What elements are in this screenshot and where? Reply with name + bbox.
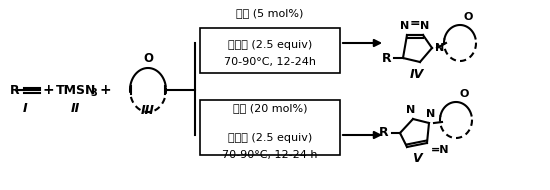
Text: V: V bbox=[412, 153, 422, 165]
Text: 3: 3 bbox=[90, 89, 97, 98]
Text: +: + bbox=[42, 83, 54, 97]
Text: 氧化剂 (2.5 equiv): 氧化剂 (2.5 equiv) bbox=[228, 40, 312, 50]
Text: R: R bbox=[10, 83, 20, 97]
Text: O: O bbox=[143, 52, 153, 65]
Text: N: N bbox=[435, 43, 444, 53]
Text: III: III bbox=[141, 104, 155, 116]
Text: =N: =N bbox=[431, 145, 449, 155]
Text: N: N bbox=[406, 105, 416, 115]
Bar bbox=[200, 28, 340, 73]
Text: 70-90°C, 12-24h: 70-90°C, 12-24h bbox=[224, 57, 316, 67]
Text: 70-90°C, 12-24 h: 70-90°C, 12-24 h bbox=[222, 150, 318, 160]
Text: N: N bbox=[426, 109, 436, 119]
Text: N: N bbox=[400, 21, 410, 31]
Text: R: R bbox=[379, 127, 389, 139]
Text: O: O bbox=[459, 89, 469, 99]
Text: N: N bbox=[420, 21, 430, 31]
Text: R: R bbox=[382, 51, 392, 64]
Text: II: II bbox=[70, 101, 80, 115]
Text: 氧化剂 (2.5 equiv): 氧化剂 (2.5 equiv) bbox=[228, 133, 312, 143]
Text: 锅盐 (5 mol%): 锅盐 (5 mol%) bbox=[236, 8, 304, 18]
Text: I: I bbox=[23, 101, 28, 115]
Text: TMSN: TMSN bbox=[56, 83, 96, 97]
Text: +: + bbox=[99, 83, 111, 97]
Text: IV: IV bbox=[410, 67, 424, 81]
Bar bbox=[200, 100, 340, 155]
Text: =: = bbox=[410, 17, 420, 30]
Text: 锅盐 (20 mol%): 锅盐 (20 mol%) bbox=[233, 103, 307, 113]
Text: O: O bbox=[463, 12, 472, 22]
